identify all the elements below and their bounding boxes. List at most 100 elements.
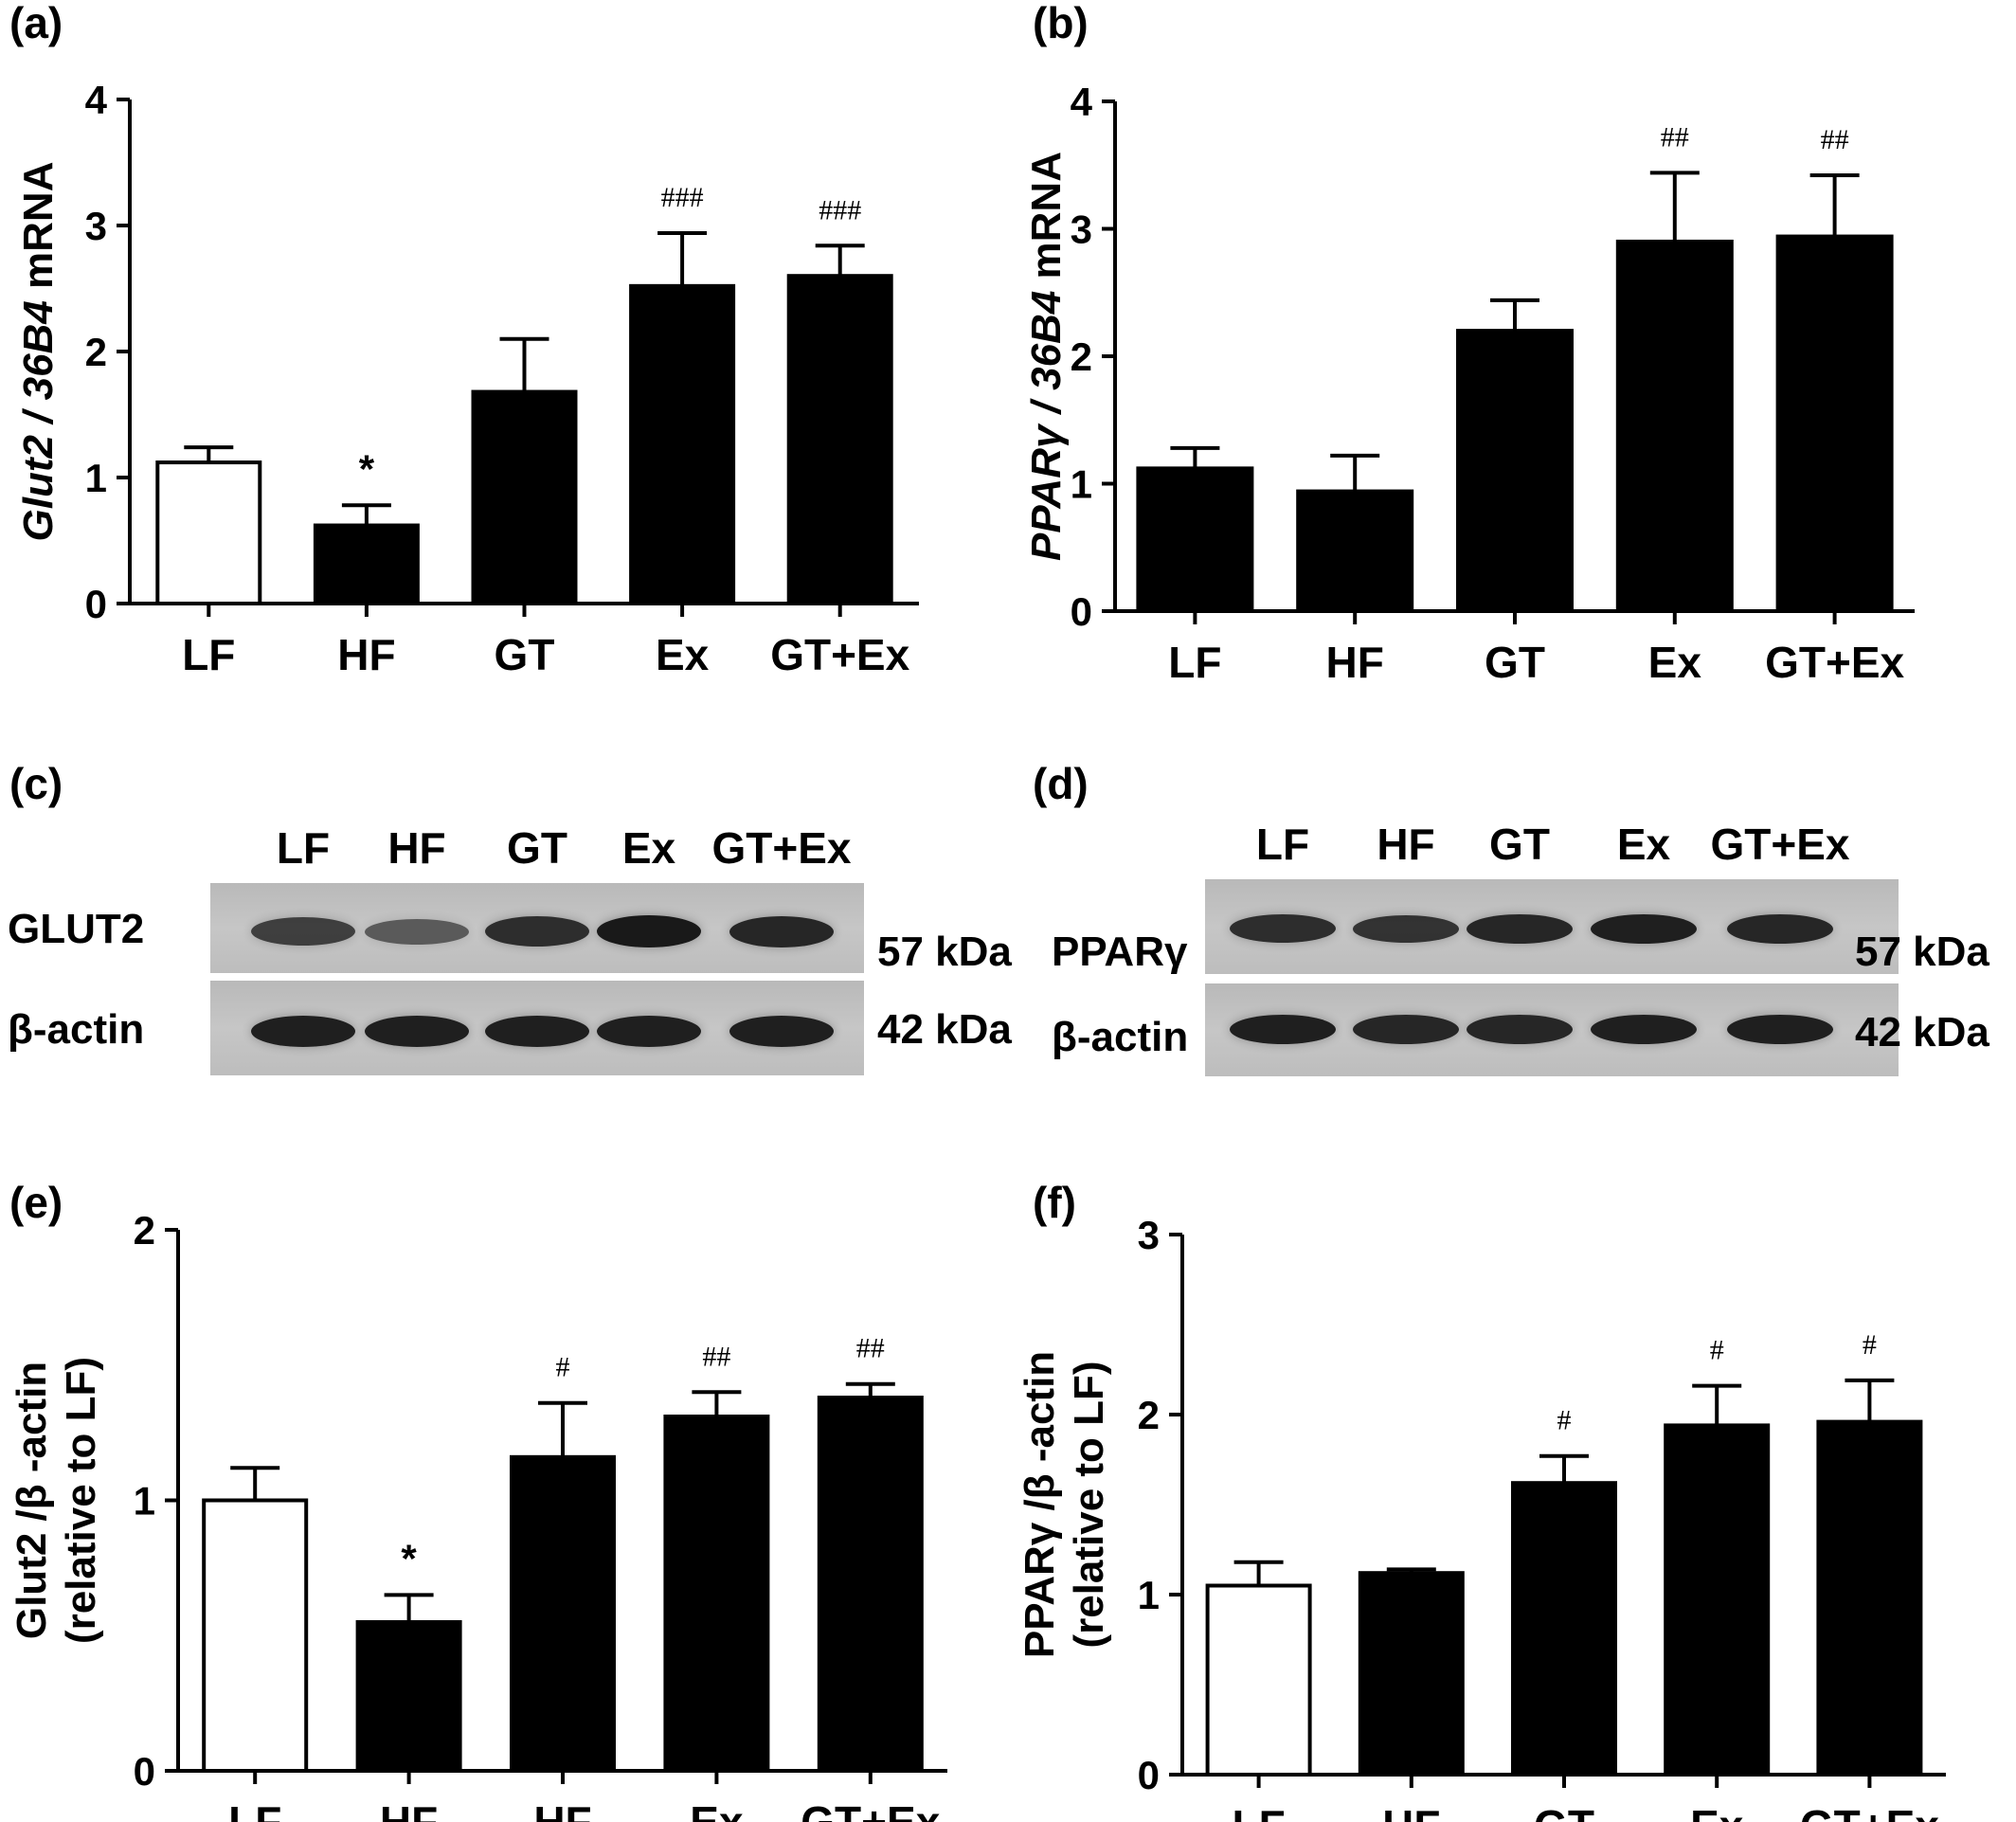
significance-label-b-4: ##: [1821, 124, 1849, 155]
y-tick-label-a-0: 0: [85, 582, 107, 626]
bar-f-2: [1511, 1481, 1617, 1777]
blot-d-band-1-0: [1230, 1014, 1336, 1044]
x-tick-label-f-0: LF: [1232, 1801, 1285, 1822]
plot-f: 0 1 2 3 LF HF GT # Ex # GT+Ex # PPARγ /β -actin(rela…: [1017, 1213, 1946, 1822]
blot-d-band-1-2: [1467, 1014, 1573, 1044]
x-tick-label-e-0: LF: [228, 1797, 281, 1822]
panel-label-c: (c): [9, 759, 63, 808]
bar-b-1: [1296, 489, 1414, 614]
x-tick-label-e-4: GT+Ex: [801, 1797, 940, 1822]
significance-label-f-3: #: [1710, 1335, 1724, 1366]
bar-f-1: [1358, 1571, 1465, 1777]
y-axis-title-gene-b: PPARγ / 36B4: [1023, 291, 1070, 561]
blot-d-kda-0: 57 kDa: [1855, 929, 1989, 975]
blot-c-lane-2: GT: [507, 823, 567, 873]
x-tick-label-e-2: HF: [533, 1797, 591, 1822]
y-axis-title-a: Glut2 / 36B4 mRNA: [15, 162, 62, 542]
y-axis-title-line2-f: (relative to LF): [1066, 1361, 1112, 1648]
blot-c-band-1-4: [729, 1015, 834, 1047]
x-tick-label-f-4: GT+Ex: [1800, 1801, 1939, 1822]
significance-label-e-1: *: [401, 1536, 417, 1580]
blot-d-lane-2: GT: [1489, 820, 1550, 869]
y-tick-label-b-2: 2: [1071, 334, 1092, 379]
blot-d-band-0-4: [1727, 913, 1833, 944]
bar-a-1: [313, 523, 420, 605]
blot-d-row-label-1: β-actin: [1052, 1014, 1189, 1060]
bar-e-0: [202, 1498, 309, 1773]
bar-b-4: [1775, 234, 1894, 613]
significance-label-a-4: ###: [819, 194, 861, 225]
x-tick-label-b-0: LF: [1168, 638, 1221, 687]
significance-label-a-1: *: [359, 446, 375, 491]
significance-label-b-3: ##: [1661, 121, 1689, 153]
blot-d-band-1-1: [1353, 1014, 1459, 1044]
y-axis-title-line1-f: PPARγ /β -actin: [1017, 1351, 1063, 1658]
y-axis-title-unit-b: mRNA: [1023, 152, 1070, 291]
x-tick-label-b-2: GT: [1485, 638, 1545, 687]
x-tick-label-f-2: GT: [1534, 1801, 1594, 1822]
blot-c-band-0-1: [365, 918, 469, 945]
chart-f: (f) 0 1 2 3 LF HF GT # Ex # GT+Ex # PPARγ /β -actin(…: [1017, 1178, 1946, 1822]
significance-label-e-4: ##: [856, 1333, 885, 1364]
x-tick-label-e-3: Ex: [690, 1797, 744, 1822]
bar-a-2: [471, 389, 578, 605]
y-axis-title-line1-e: Glut2 /β -actin: [9, 1362, 55, 1639]
bar-e-3: [663, 1414, 770, 1773]
significance-label-a-3: ###: [661, 182, 704, 213]
y-tick-label-a-2: 2: [85, 330, 107, 374]
blot-d-kda-1: 42 kDa: [1855, 1009, 1989, 1055]
y-tick-label-f-3: 3: [1138, 1213, 1160, 1257]
chart-e: (e) 0 1 2 LF HF * HF # Ex ## GT+Ex ## Glut2 /β -acti…: [9, 1178, 947, 1822]
y-tick-label-a-3: 3: [85, 204, 107, 248]
x-tick-label-a-2: GT: [495, 630, 555, 679]
chart-a: (a) 0 1 2 3 4 LF HF * GT Ex ### GT+Ex ### Glut2 / 36B…: [9, 0, 919, 679]
y-tick-label-b-4: 4: [1071, 80, 1093, 124]
blot-c-row-label-0: GLUT2: [8, 906, 145, 952]
x-tick-label-e-1: HF: [380, 1797, 438, 1822]
y-tick-label-e-2: 2: [134, 1208, 155, 1253]
blot-d-lane-4: GT+Ex: [1710, 820, 1850, 869]
chart-b: (b) 0 1 2 3 4 LF HF GT Ex ## GT+Ex ## PPARγ / 36B4 m…: [1023, 0, 1915, 687]
blot-d-band-0-0: [1230, 914, 1336, 943]
y-tick-label-b-0: 0: [1071, 589, 1092, 634]
bar-b-0: [1136, 466, 1254, 613]
panel-label-e: (e): [9, 1178, 63, 1227]
blot-c-band-1-2: [485, 1015, 589, 1047]
blot-d-band-0-2: [1467, 913, 1573, 944]
significance-label-f-2: #: [1557, 1405, 1572, 1436]
blot-c-band-1-3: [597, 1015, 701, 1047]
blot-d-lane-1: HF: [1377, 820, 1435, 869]
bar-f-4: [1816, 1419, 1923, 1777]
y-tick-label-e-0: 0: [134, 1749, 155, 1794]
blot-c: (c) LF HF GT Ex GT+Ex GLUT2 β-actin 57 k…: [0, 758, 1042, 1137]
blot-d-band-0-3: [1591, 913, 1697, 944]
y-tick-label-a-1: 1: [85, 456, 107, 500]
significance-label-e-2: #: [556, 1352, 570, 1383]
y-axis-title-b: PPARγ / 36B4 mRNA: [1023, 152, 1070, 561]
bar-f-0: [1205, 1583, 1312, 1777]
y-tick-label-f-0: 0: [1138, 1753, 1160, 1797]
panel-label-d: (d): [1033, 759, 1089, 808]
x-tick-label-f-3: Ex: [1690, 1801, 1744, 1822]
plot-a: 0 1 2 3 4 LF HF * GT Ex ### GT+Ex ### Glut2 / 36B4 mR…: [15, 78, 919, 679]
plot-e: 0 1 2 LF HF * HF # Ex ## GT+Ex ## Glut2 /β -actin (re…: [9, 1208, 947, 1822]
blot-c-kda-1: 42 kDa: [877, 1006, 1012, 1053]
y-tick-label-f-2: 2: [1138, 1393, 1160, 1437]
bar-e-1: [355, 1619, 462, 1773]
plot-b: 0 1 2 3 4 LF HF GT Ex ## GT+Ex ## PPARγ / 36B4 mRNA: [1023, 80, 1915, 687]
blot-c-row-label-1: β-actin: [8, 1006, 145, 1053]
blot-d-band-0-1: [1353, 914, 1459, 943]
panel-label-a: (a): [9, 0, 63, 47]
y-axis-title-line2-e: (relative to LF): [58, 1357, 104, 1644]
y-tick-label-b-3: 3: [1071, 207, 1092, 252]
x-tick-label-f-1: HF: [1382, 1801, 1440, 1822]
y-tick-label-e-1: 1: [134, 1479, 155, 1524]
blot-d: (d) LF HF GT Ex GT+Ex PPARγ β-actin 57 k…: [1008, 758, 2016, 1137]
blot-d-lane-0: LF: [1255, 820, 1310, 869]
bar-b-2: [1456, 329, 1574, 613]
blot-c-band-0-2: [485, 916, 589, 947]
y-tick-label-b-1: 1: [1071, 462, 1092, 507]
blot-d-band-1-4: [1727, 1014, 1833, 1044]
bar-a-0: [155, 460, 262, 606]
x-tick-label-a-1: HF: [337, 630, 395, 679]
